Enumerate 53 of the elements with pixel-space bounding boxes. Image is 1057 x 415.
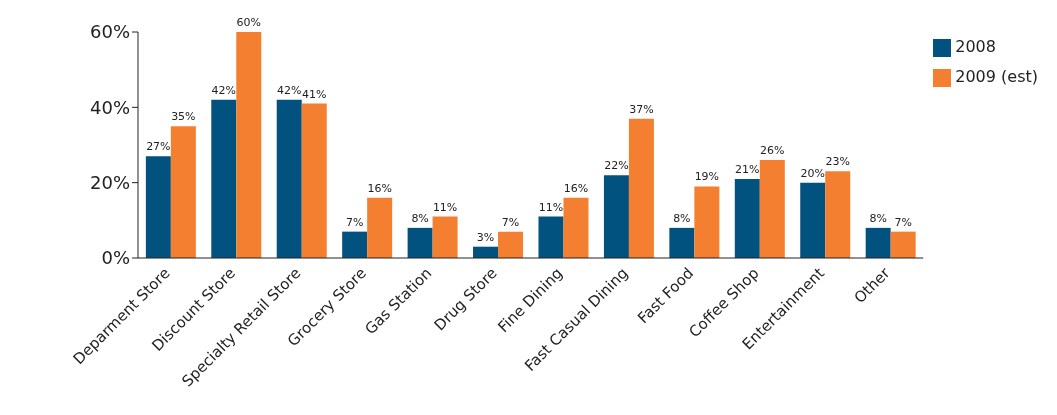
data-label: 19% xyxy=(694,170,720,184)
data-label: 7% xyxy=(501,215,520,229)
data-label: 27% xyxy=(146,140,171,154)
bar xyxy=(669,227,695,258)
data-label: 26% xyxy=(760,144,785,158)
data-label: 42% xyxy=(211,83,237,97)
data-label: 41% xyxy=(302,87,327,101)
data-label: 11% xyxy=(432,200,458,214)
data-label: 8% xyxy=(673,211,691,225)
bar xyxy=(825,171,851,258)
bar xyxy=(342,231,368,258)
data-label: 3% xyxy=(476,230,495,244)
data-label: 16% xyxy=(563,181,589,195)
bar xyxy=(890,231,916,258)
data-label: 7% xyxy=(894,215,912,229)
bar xyxy=(498,231,524,258)
y-tick-label: 20% xyxy=(89,172,130,194)
data-label: 42% xyxy=(277,83,302,97)
legend-label: 2009 (est) xyxy=(955,67,1038,86)
data-label: 7% xyxy=(345,215,364,229)
data-label: 60% xyxy=(236,16,262,29)
y-tick-label: 40% xyxy=(89,96,130,118)
data-label: 21% xyxy=(735,162,760,176)
bar xyxy=(170,126,196,258)
bar xyxy=(563,197,589,258)
data-label: 8% xyxy=(411,211,429,225)
y-tick-label: 0% xyxy=(101,247,130,269)
data-label: 22% xyxy=(604,159,629,173)
bar xyxy=(734,178,760,258)
data-label: 16% xyxy=(367,181,392,195)
data-label: 20% xyxy=(800,166,825,180)
bar xyxy=(759,160,785,258)
legend-label: 2008 xyxy=(955,37,996,56)
bar xyxy=(211,99,237,258)
bar xyxy=(276,99,302,258)
bar xyxy=(865,227,891,258)
data-label: 37% xyxy=(629,102,654,116)
data-label: 35% xyxy=(171,110,196,124)
bar xyxy=(236,32,262,258)
data-label: 8% xyxy=(869,211,887,225)
bar xyxy=(694,186,720,258)
bar xyxy=(301,103,327,258)
bar xyxy=(432,216,458,258)
bar xyxy=(628,118,654,258)
y-tick-label: 60% xyxy=(89,21,130,43)
bar xyxy=(603,175,629,258)
bar xyxy=(800,182,826,258)
data-label: 11% xyxy=(538,200,564,214)
bar xyxy=(145,156,171,258)
bar xyxy=(538,216,564,258)
bar xyxy=(407,227,433,258)
data-label: 23% xyxy=(825,155,850,169)
bar xyxy=(367,197,393,258)
